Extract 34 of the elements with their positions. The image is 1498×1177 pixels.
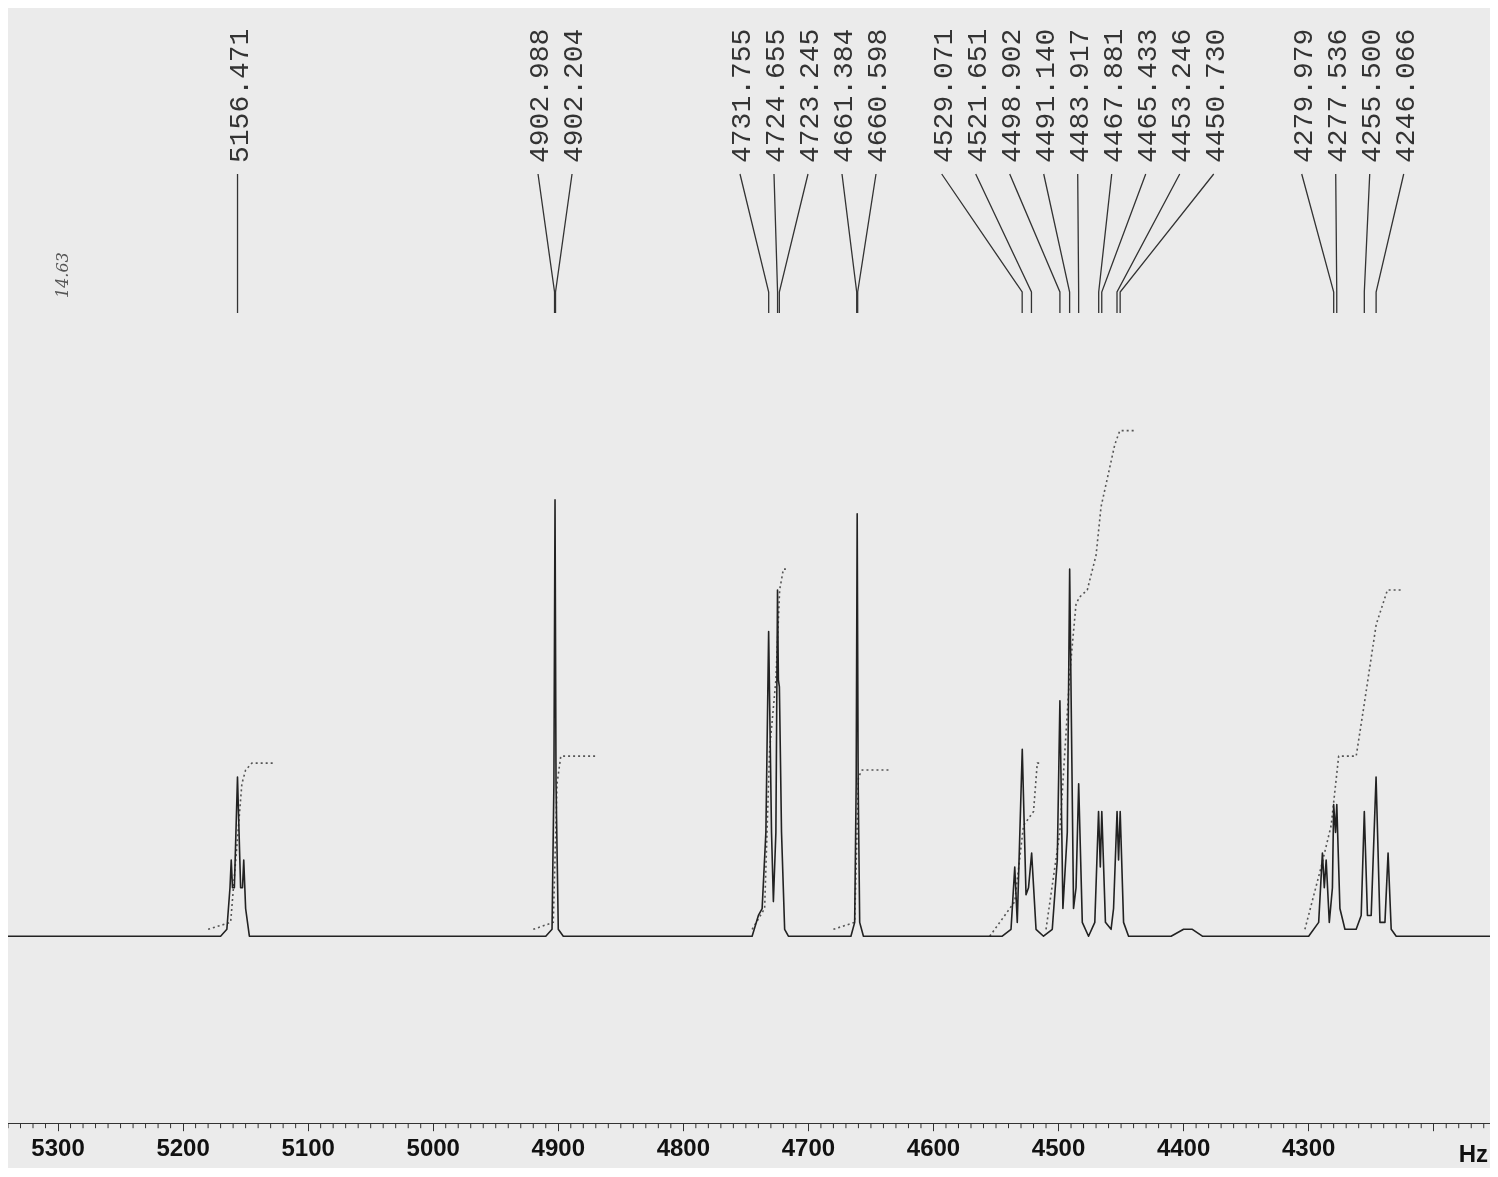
annotation: 4465.433	[1132, 28, 1164, 163]
annotation: 5156.471	[224, 28, 256, 163]
x-tick-label: 4800	[656, 1134, 711, 1162]
annotation: 4529.071	[928, 28, 960, 163]
x-tick-label: 4300	[1281, 1134, 1336, 1162]
x-tick-label: 4600	[906, 1134, 961, 1162]
annotation: 4521.651	[962, 28, 994, 163]
annotation: 4246.066	[1390, 28, 1422, 163]
x-tick-label: 4500	[1031, 1134, 1086, 1162]
x-tick-label: 5000	[406, 1134, 460, 1162]
annotation: 4483.917	[1064, 28, 1096, 163]
annotation: 4279.979	[1288, 28, 1320, 163]
annotation: 4255.500	[1356, 28, 1388, 163]
annotation: 4723.245	[795, 28, 826, 163]
x-axis-title: Hz	[1458, 1139, 1488, 1167]
annotation: 4453.246	[1166, 28, 1198, 163]
text: 14.63	[53, 252, 72, 298]
annotation: 4660.598	[863, 28, 894, 163]
x-tick-label: 5100	[281, 1134, 335, 1162]
annotation: 4450.730	[1200, 28, 1232, 163]
annotation: 4491.140	[1030, 28, 1062, 163]
x-tick-label: 4400	[1156, 1134, 1211, 1162]
annotation: 4661.384	[829, 28, 860, 163]
annotation: 4467.881	[1098, 28, 1130, 163]
annotation: 4902.204	[559, 28, 591, 163]
x-tick-label: 4700	[781, 1134, 836, 1162]
annotation: 4902.988	[525, 28, 557, 163]
annotation: 4731.755	[727, 28, 758, 163]
annotation: 4724.655	[761, 28, 792, 163]
x-tick-label: 5300	[31, 1134, 85, 1162]
annotation: 4498.902	[996, 28, 1028, 163]
x-tick-label: 4900	[531, 1134, 585, 1162]
x-tick-label: 5200	[156, 1134, 210, 1162]
annotation: 4277.536	[1322, 28, 1354, 163]
